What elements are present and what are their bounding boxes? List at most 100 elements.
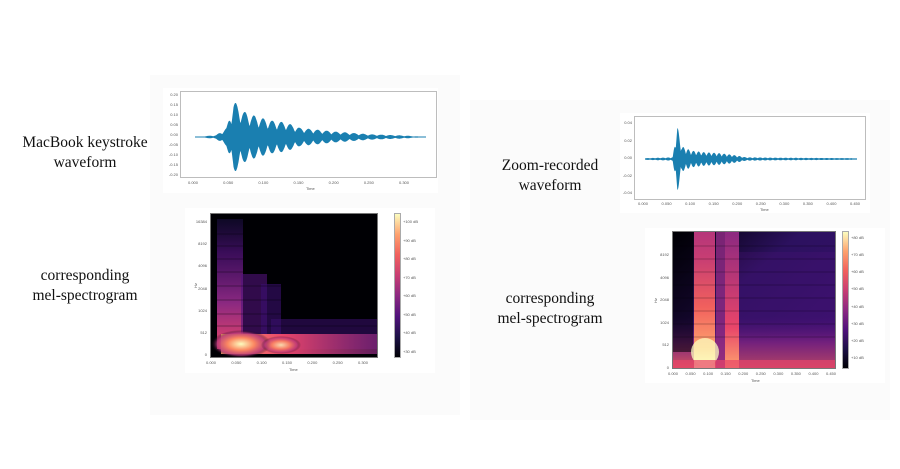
x-tick: 0.100 [256, 360, 267, 365]
y-tick: 0.04 [624, 120, 632, 125]
colorbar-tick: +20 dB [851, 337, 864, 343]
x-tick: 0.150 [282, 360, 293, 365]
zoom-spectrogram-chart: +80 dB +70 dB +60 dB +50 dB +40 dB +30 dB +20 … [645, 228, 885, 383]
x-axis-label: Time [306, 186, 315, 191]
waveform-trace [195, 103, 426, 171]
x-tick: 0.100 [703, 371, 714, 376]
y-tick: 0.02 [624, 137, 632, 143]
colorbar-tick: +60 dB [851, 269, 864, 275]
y-tick: 16384 [195, 219, 207, 224]
y-tick: 0.10 [170, 112, 178, 117]
y-axis-label: Hz [192, 283, 198, 288]
x-tick: 0.450 [850, 201, 861, 206]
y-tick: -0.04 [622, 190, 632, 195]
y-tick: 4096 [198, 263, 207, 269]
x-tick: 0.400 [826, 201, 837, 206]
x-tick: 0.250 [755, 201, 766, 206]
x-tick: 0.200 [738, 371, 749, 376]
x-tick: 0.250 [755, 371, 766, 376]
y-tick: 512 [662, 342, 669, 348]
x-tick: 0.350 [790, 371, 801, 376]
x-tick: 0.050 [661, 201, 672, 206]
colorbar-tick: +30 dB [403, 349, 416, 354]
x-tick: 0.200 [328, 180, 339, 185]
y-tick: -0.15 [168, 162, 178, 167]
y-tick: -0.10 [168, 152, 178, 157]
spectrogram-heatmap [673, 232, 835, 368]
macbook-waveform-chart: 0.20 0.15 0.10 0.05 0.00 -0.05 -0.10 -0.15 -0.20… [163, 88, 438, 193]
x-tick: 0.000 [638, 201, 649, 206]
y-tick: 0.00 [624, 155, 632, 160]
x-axis-label: Time [289, 367, 298, 372]
y-tick: 512 [200, 329, 207, 335]
colorbar-tick: +80 dB [851, 235, 864, 240]
caption-zoom-spectrogram: corresponding mel-spectrogram [497, 290, 603, 327]
x-tick: 0.300 [358, 360, 369, 365]
y-tick: 0 [204, 352, 207, 357]
x-tick: 0.050 [231, 360, 242, 365]
y-tick: -0.02 [622, 172, 632, 178]
y-tick: 0 [666, 365, 669, 370]
x-tick: 0.250 [332, 360, 343, 365]
x-tick: 0.250 [363, 180, 374, 185]
colorbar-tick: +10 dB [851, 355, 864, 360]
zoom-waveform-chart: 0.04 0.02 0.00 -0.02 -0.04 0.000 0.050 0.100 0.… [620, 113, 870, 213]
plot-area [180, 91, 437, 178]
y-tick: 0.15 [170, 102, 178, 107]
caption-zoom-waveform: Zoom-recorded waveform [501, 157, 599, 194]
x-tick: 0.150 [293, 180, 304, 185]
y-tick: 2048 [660, 297, 669, 303]
y-tick: 2048 [198, 285, 207, 291]
y-tick: 8192 [198, 241, 207, 247]
x-tick: 0.150 [708, 201, 719, 206]
colorbar-tick: +80 dB [403, 256, 416, 262]
x-tick: 0.300 [399, 180, 410, 185]
spectrogram-area [210, 213, 378, 358]
colorbar-tick: +90 dB [403, 237, 416, 243]
x-tick: 0.000 [188, 180, 199, 185]
y-tick: 1024 [198, 307, 207, 313]
caption-macbook-waveform: MacBook keystroke waveform [22, 134, 148, 171]
y-tick: 4096 [660, 274, 669, 280]
spectrogram-heatmap [211, 219, 377, 357]
x-axis-label: Time [751, 378, 760, 383]
colorbar [842, 231, 849, 369]
colorbar-tick: +40 dB [403, 330, 416, 336]
colorbar [394, 213, 401, 358]
x-tick: 0.450 [826, 371, 837, 376]
colorbar-tick: +70 dB [403, 274, 416, 280]
colorbar-tick: +70 dB [851, 252, 864, 258]
x-tick: 0.300 [773, 371, 784, 376]
x-tick: 0.100 [685, 201, 696, 206]
spectrogram-area [672, 231, 836, 369]
x-tick: 0.200 [732, 201, 743, 206]
x-tick: 0.100 [258, 180, 269, 185]
macbook-spectrogram-chart: +100 dB +90 dB +80 dB +70 dB +60 dB +50 dB +40… [185, 208, 435, 373]
plot-area [634, 116, 866, 200]
y-tick: 0.05 [170, 122, 178, 127]
caption-macbook-spectrogram: corresponding mel-spectrogram [32, 267, 138, 304]
colorbar-tick: +50 dB [403, 311, 416, 317]
colorbar-tick: +40 dB [851, 303, 864, 309]
y-tick: -0.20 [168, 172, 178, 177]
x-tick: 0.000 [668, 371, 679, 376]
y-tick: -0.05 [168, 142, 178, 147]
x-tick: 0.000 [206, 360, 217, 365]
colorbar-tick: +60 dB [403, 293, 416, 299]
y-tick: 0.20 [170, 92, 178, 97]
x-tick: 0.150 [720, 371, 731, 376]
colorbar-tick: +100 dB [403, 219, 419, 224]
x-tick: 0.400 [808, 371, 819, 376]
colorbar-tick: +30 dB [851, 320, 864, 326]
y-tick: 8192 [660, 252, 669, 257]
waveform-trace [645, 128, 857, 190]
x-tick: 0.300 [779, 201, 790, 206]
x-tick: 0.050 [223, 180, 234, 185]
x-axis-label: Time [760, 207, 769, 212]
y-axis-label: Hz [652, 298, 658, 303]
x-tick: 0.350 [802, 201, 813, 206]
x-tick: 0.050 [685, 371, 696, 376]
y-tick: 1024 [660, 319, 669, 325]
y-tick: 0.00 [170, 132, 178, 137]
colorbar-tick: +50 dB [851, 286, 864, 292]
